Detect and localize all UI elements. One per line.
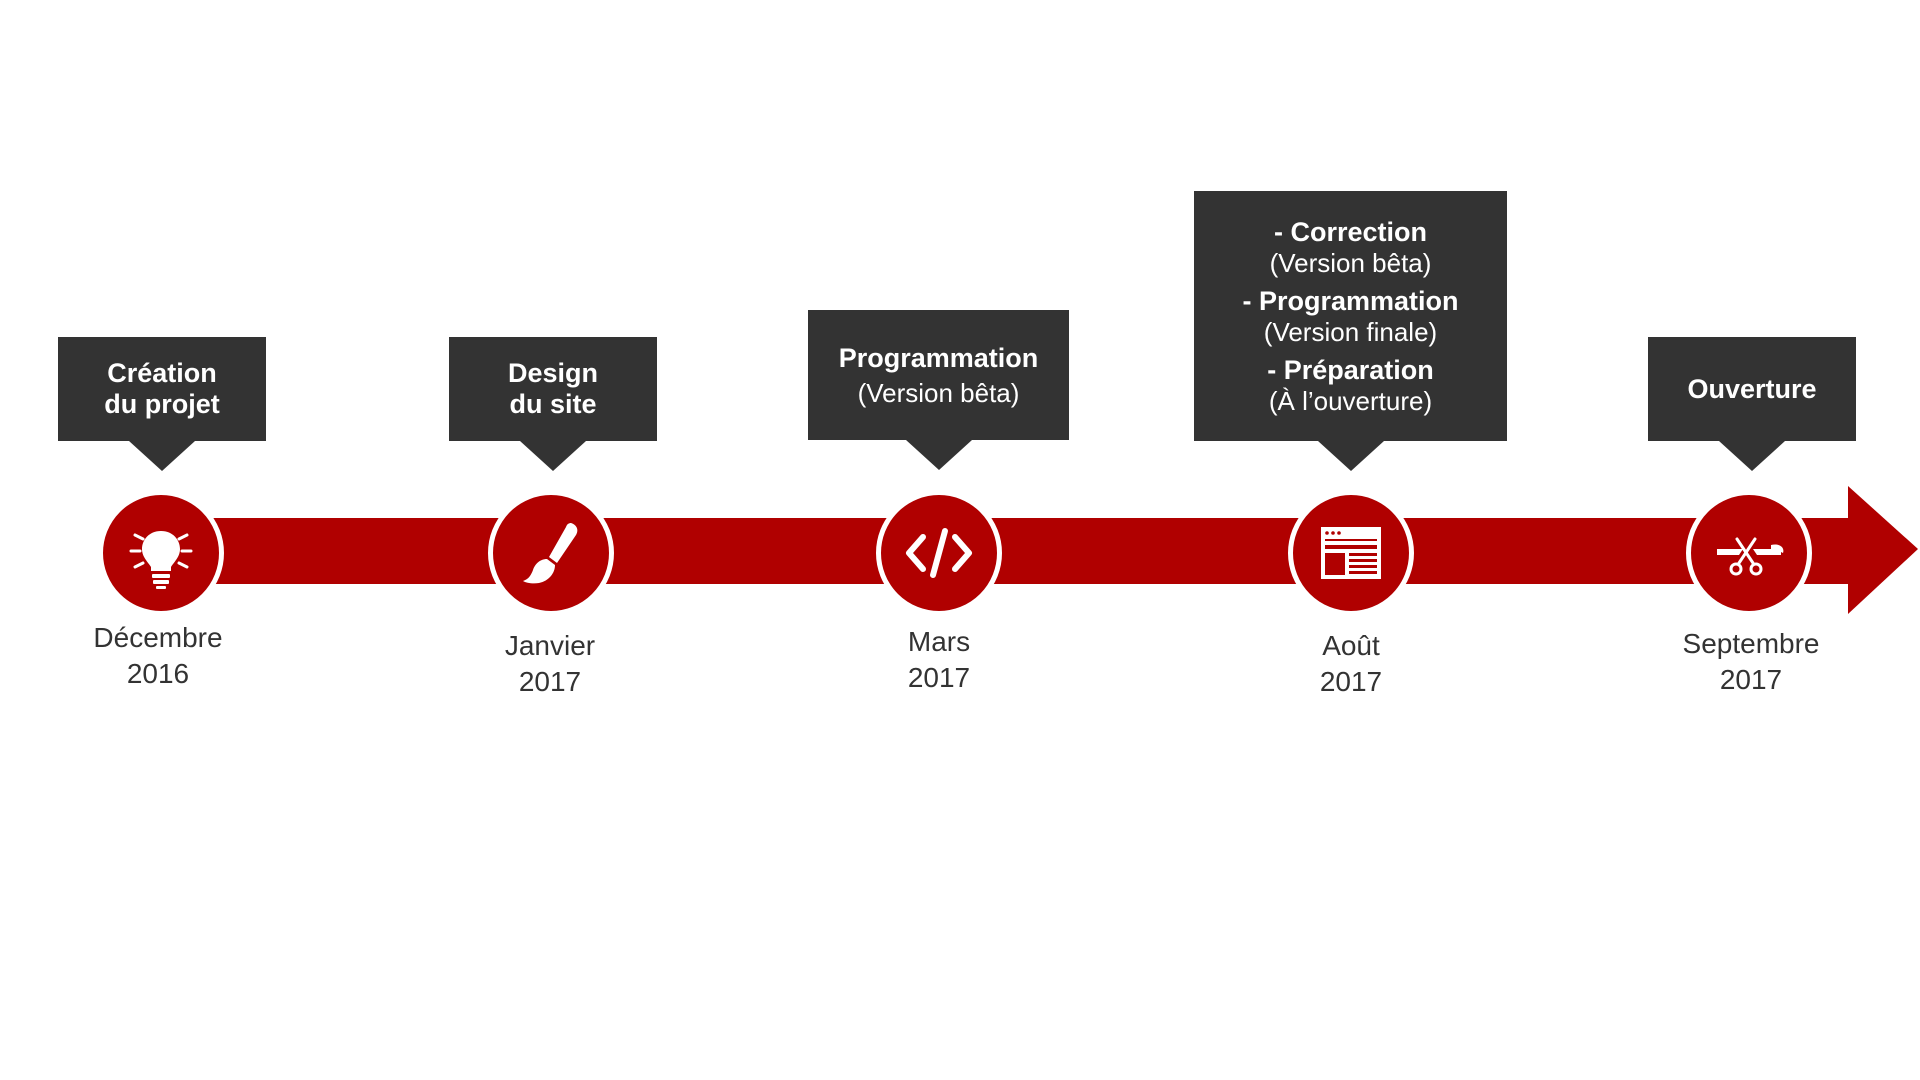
callout-creation: Création du projet (58, 337, 266, 441)
timeline-arrow-head (1848, 486, 1918, 614)
milestone-marker-creation (98, 490, 224, 616)
callout-programmation: Programmation (Version bêta) (808, 310, 1069, 440)
timeline-arrow-shaft (160, 518, 1850, 584)
lightbulb-icon (129, 531, 193, 589)
date-ouverture-month: Septembre (1682, 628, 1820, 659)
date-creation-year: 2016 (126, 658, 190, 689)
callout-design: Design du site (449, 337, 657, 441)
task-correction-title: - Correction (1273, 216, 1427, 247)
callout-creation-line-1: Création (107, 358, 217, 388)
callout-ouverture: Ouverture (1648, 337, 1856, 441)
callout-programmation-title: Programmation (838, 342, 1039, 373)
callout-aout-tasks: - Correction (Version bêta) - Programmat… (1194, 191, 1507, 441)
callout-design-line-1: Design (507, 358, 599, 388)
date-ouverture: Septembre 2017 (1641, 626, 1861, 698)
browser-window-icon (1321, 527, 1381, 579)
callout-ouverture-line-1: Ouverture (1687, 373, 1817, 404)
milestone-marker-ouverture (1686, 490, 1812, 616)
task-correction: - Correction (Version bêta) (1270, 217, 1432, 278)
task-programmation-title: - Programmation (1242, 285, 1459, 316)
milestone-marker-design (488, 490, 614, 616)
date-design-month: Janvier (504, 630, 596, 661)
date-creation: Décembre 2016 (48, 620, 268, 692)
task-correction-sub: (Version bêta) (1269, 247, 1432, 278)
date-aout-year: 2017 (1319, 666, 1383, 697)
paintbrush-icon (523, 523, 578, 584)
callout-programmation-sub: (Version bêta) (857, 377, 1020, 408)
date-programmation-month: Mars (907, 626, 971, 657)
date-aout: Août 2017 (1241, 628, 1461, 700)
date-creation-month: Décembre (93, 622, 223, 653)
task-preparation-sub: (À l’ouverture) (1268, 385, 1433, 416)
date-aout-month: Août (1322, 630, 1380, 661)
task-programmation: - Programmation (Version finale) (1242, 286, 1458, 347)
task-preparation: - Préparation (À l’ouverture) (1267, 355, 1434, 416)
callout-creation-line-2: du projet (104, 389, 220, 419)
code-icon (906, 528, 972, 578)
milestone-marker-aout (1288, 490, 1414, 616)
task-preparation-title: - Préparation (1267, 354, 1434, 385)
callout-design-line-2: du site (509, 389, 597, 419)
ribbon-cutting-icon (1717, 537, 1784, 576)
milestone-marker-programmation (876, 490, 1002, 616)
date-programmation-year: 2017 (907, 662, 971, 693)
date-ouverture-year: 2017 (1719, 664, 1783, 695)
task-programmation-sub: (Version finale) (1263, 316, 1438, 347)
date-design-year: 2017 (518, 666, 582, 697)
date-design: Janvier 2017 (440, 628, 660, 700)
date-programmation: Mars 2017 (829, 624, 1049, 696)
